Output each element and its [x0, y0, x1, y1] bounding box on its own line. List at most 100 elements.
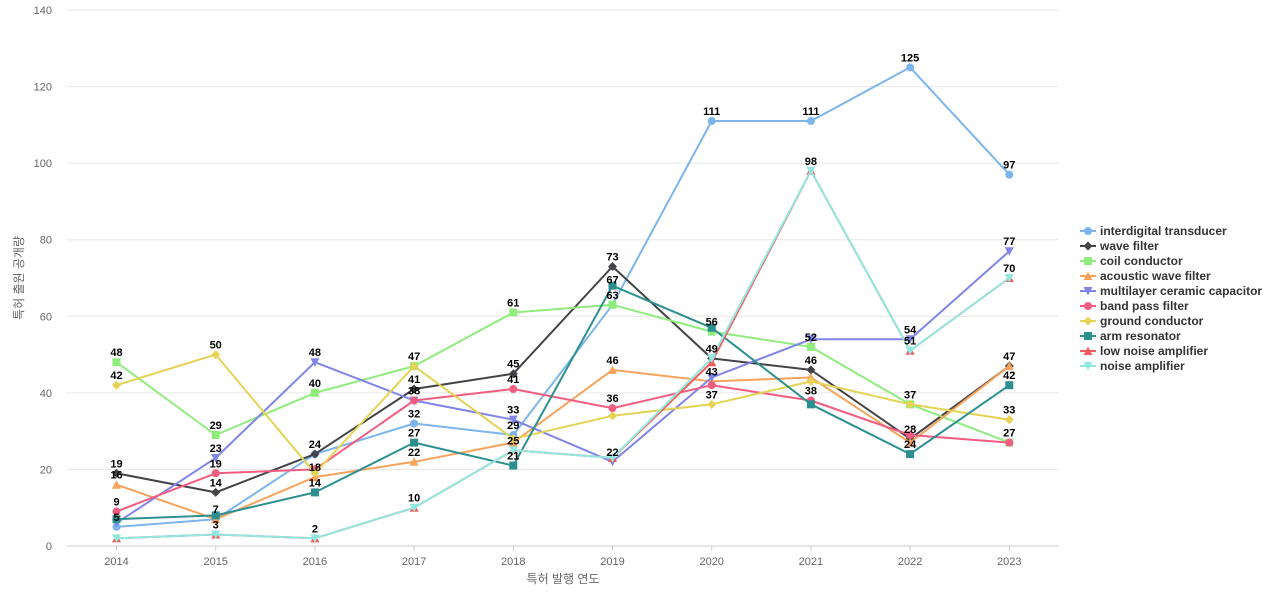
data-point-multilayer-ceramic-capacitor[interactable]: [1004, 247, 1014, 256]
data-point-acoustic-wave-filter[interactable]: [409, 457, 419, 466]
data-point-acoustic-wave-filter[interactable]: [1004, 361, 1014, 371]
data-label: 9: [113, 497, 119, 509]
data-point-interdigital-transducer[interactable]: [1005, 170, 1014, 179]
data-point-noise-amplifier[interactable]: [508, 446, 518, 455]
data-point-arm-resonator[interactable]: [211, 511, 220, 520]
data-point-ground-conductor[interactable]: [409, 361, 419, 371]
data-label: 2: [312, 523, 318, 535]
data-label: 54: [904, 324, 917, 336]
data-point-noise-amplifier[interactable]: [1004, 274, 1014, 283]
data-point-arm-resonator[interactable]: [310, 488, 319, 497]
data-point-interdigital-transducer[interactable]: [410, 419, 419, 428]
data-point-arm-resonator[interactable]: [806, 400, 815, 409]
data-point-arm-resonator[interactable]: [509, 461, 518, 470]
data-point-wave-filter[interactable]: [211, 487, 221, 497]
data-point-noise-amplifier[interactable]: [905, 346, 915, 356]
data-point-noise-amplifier[interactable]: [608, 453, 617, 463]
data-label: 37: [706, 389, 718, 401]
data-point-multilayer-ceramic-capacitor[interactable]: [508, 415, 518, 425]
legend-item-wave-filter[interactable]: wave filter: [1080, 239, 1159, 253]
data-point-arm-resonator[interactable]: [1005, 381, 1014, 390]
data-point-ground-conductor[interactable]: [905, 399, 915, 409]
data-point-coil-conductor[interactable]: [310, 388, 319, 397]
data-label: 29: [507, 420, 519, 432]
data-point-ground-conductor[interactable]: [508, 434, 518, 444]
legend-item-acoustic-wave-filter[interactable]: acoustic wave filter: [1080, 269, 1211, 283]
data-point-wave-filter[interactable]: [806, 365, 816, 375]
data-point-ground-conductor[interactable]: [806, 376, 816, 386]
data-point-band-pass-filter[interactable]: [410, 396, 419, 405]
data-point-noise-amplifier[interactable]: [112, 534, 121, 543]
y-tick-label: 40: [40, 388, 52, 400]
data-labels: 4842191695502923191473484024181424741383…: [110, 52, 1015, 535]
data-label: 27: [408, 428, 420, 440]
data-point-coil-conductor[interactable]: [509, 308, 518, 317]
data-label: 70: [1003, 263, 1015, 275]
data-point-interdigital-transducer[interactable]: [707, 117, 716, 126]
legend-item-interdigital-transducer[interactable]: interdigital transducer: [1080, 224, 1227, 238]
legend-item-noise-amplifier[interactable]: noise amplifier: [1080, 359, 1185, 373]
data-point-arm-resonator[interactable]: [112, 515, 121, 524]
data-point-noise-amplifier[interactable]: [310, 534, 320, 543]
legend-item-ground-conductor[interactable]: ground conductor: [1080, 314, 1204, 328]
legend-label: multilayer ceramic capacitor: [1100, 284, 1262, 298]
legend-item-coil-conductor[interactable]: coil conductor: [1080, 254, 1183, 268]
series-interdigital-transducer: [112, 63, 1014, 531]
data-point-coil-conductor[interactable]: [806, 342, 815, 351]
data-label: 38: [408, 386, 420, 398]
x-tick-label: 2023: [997, 556, 1021, 568]
data-point-acoustic-wave-filter[interactable]: [905, 438, 915, 447]
data-point-multilayer-ceramic-capacitor[interactable]: [905, 335, 915, 344]
data-point-wave-filter[interactable]: [409, 384, 419, 394]
data-point-arm-resonator[interactable]: [410, 438, 419, 447]
data-point-noise-amplifier[interactable]: [211, 530, 221, 540]
data-point-interdigital-transducer[interactable]: [906, 63, 915, 72]
data-label: 10: [408, 493, 420, 505]
data-point-wave-filter[interactable]: [508, 369, 518, 379]
data-point-coil-conductor[interactable]: [112, 358, 121, 367]
data-point-noise-amplifier[interactable]: [707, 354, 717, 363]
series-wave-filter: [112, 262, 1014, 497]
data-point-multilayer-ceramic-capacitor[interactable]: [310, 358, 320, 367]
data-point-ground-conductor[interactable]: [310, 468, 320, 478]
data-point-band-pass-filter[interactable]: [608, 404, 617, 413]
data-label: 111: [802, 106, 819, 118]
data-point-band-pass-filter[interactable]: [707, 381, 716, 390]
data-point-wave-filter[interactable]: [112, 468, 121, 478]
legend-item-multilayer-ceramic-capacitor[interactable]: multilayer ceramic capacitor: [1080, 284, 1262, 298]
data-point-acoustic-wave-filter[interactable]: [112, 480, 121, 489]
data-point-band-pass-filter[interactable]: [906, 430, 915, 439]
data-point-ground-conductor[interactable]: [608, 411, 617, 421]
legend-item-low-noise-amplifier[interactable]: low noise amplifier: [1080, 344, 1208, 358]
legend-item-band-pass-filter[interactable]: band pass filter: [1080, 299, 1189, 313]
data-point-ground-conductor[interactable]: [1004, 415, 1014, 425]
data-point-acoustic-wave-filter[interactable]: [608, 365, 617, 374]
series-line-ground-conductor: [115, 353, 1011, 475]
legend-item-arm-resonator[interactable]: arm resonator: [1080, 329, 1181, 343]
data-point-band-pass-filter[interactable]: [509, 385, 518, 394]
data-point-wave-filter[interactable]: [608, 262, 617, 272]
data-point-coil-conductor[interactable]: [608, 300, 617, 309]
data-point-ground-conductor[interactable]: [112, 380, 121, 390]
data-point-multilayer-ceramic-capacitor[interactable]: [211, 453, 221, 463]
y-axis-title: 특허 출원 공개량: [12, 236, 26, 320]
data-point-multilayer-ceramic-capacitor[interactable]: [707, 373, 717, 383]
data-point-ground-conductor[interactable]: [211, 350, 221, 360]
data-point-arm-resonator[interactable]: [707, 323, 716, 332]
data-point-interdigital-transducer[interactable]: [806, 117, 815, 126]
legend-symbol: [1084, 302, 1092, 310]
data-point-arm-resonator[interactable]: [906, 450, 915, 459]
data-point-coil-conductor[interactable]: [211, 430, 220, 439]
data-point-arm-resonator[interactable]: [608, 281, 617, 290]
data-label: 61: [507, 297, 519, 309]
data-point-multilayer-ceramic-capacitor[interactable]: [806, 335, 816, 344]
data-point-noise-amplifier[interactable]: [409, 503, 419, 513]
data-point-noise-amplifier[interactable]: [806, 166, 816, 176]
data-point-band-pass-filter[interactable]: [1005, 438, 1014, 447]
data-point-wave-filter[interactable]: [310, 449, 320, 459]
data-point-ground-conductor[interactable]: [707, 399, 717, 409]
data-point-band-pass-filter[interactable]: [112, 507, 121, 516]
legend-symbol: [1084, 257, 1092, 265]
data-point-band-pass-filter[interactable]: [211, 469, 220, 478]
